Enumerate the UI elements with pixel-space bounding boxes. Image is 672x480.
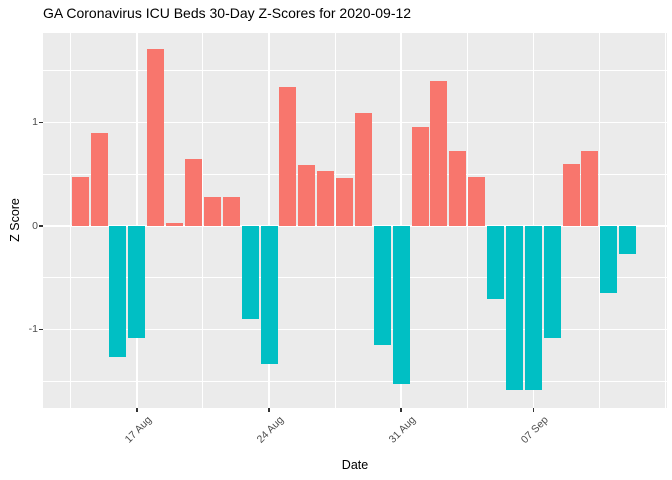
bar-2020-08-27 <box>317 171 335 226</box>
minor-gridline-h <box>43 380 667 382</box>
bar-2020-08-31 <box>392 226 410 385</box>
y-tick-mark <box>39 328 43 331</box>
y-tick-label: -1 <box>28 323 38 335</box>
minor-gridline-v <box>466 33 468 408</box>
bar-2020-08-23 <box>241 226 259 320</box>
minor-gridline-v <box>70 33 72 408</box>
bar-2020-08-20 <box>184 158 202 226</box>
chart-title: GA Coronavirus ICU Beds 30-Day Z-Scores … <box>43 5 412 21</box>
bar-2020-08-17 <box>128 226 146 338</box>
minor-gridline-v <box>334 33 336 408</box>
x-tick-mark <box>400 408 402 412</box>
major-gridline-v <box>532 33 534 408</box>
minor-gridline-v <box>202 33 204 408</box>
plot-panel <box>43 33 667 408</box>
x-tick-label: 24 Aug <box>254 414 287 446</box>
x-tick-mark <box>268 408 270 412</box>
minor-gridline-h <box>43 70 667 72</box>
bar-2020-09-12 <box>619 226 637 254</box>
bar-2020-08-14 <box>71 177 89 226</box>
minor-gridline-v <box>598 33 600 408</box>
bar-2020-08-28 <box>336 178 354 226</box>
bar-2020-09-03 <box>449 151 467 226</box>
bar-2020-08-21 <box>203 197 221 226</box>
bar-2020-09-04 <box>468 177 486 226</box>
major-gridline-v <box>400 33 402 408</box>
x-tick-label: 31 Aug <box>387 414 419 446</box>
bar-2020-09-06 <box>505 226 523 390</box>
major-gridline-h <box>43 328 667 331</box>
bar-2020-09-02 <box>430 81 448 226</box>
x-axis-title: Date <box>341 458 369 472</box>
bar-2020-08-22 <box>222 197 240 226</box>
major-gridline-v <box>136 33 138 408</box>
major-gridline-h <box>43 225 667 227</box>
bar-2020-09-01 <box>411 126 429 226</box>
bar-2020-08-15 <box>90 132 108 226</box>
bar-2020-08-30 <box>373 226 391 346</box>
bar-2020-09-05 <box>487 226 505 300</box>
y-tick-mark <box>39 121 43 124</box>
bar-2020-08-29 <box>354 113 372 226</box>
bar-2020-08-19 <box>166 222 184 226</box>
bar-2020-08-25 <box>279 87 297 226</box>
bar-2020-08-16 <box>109 226 127 358</box>
bar-2020-09-08 <box>543 226 561 338</box>
y-tick-label: 0 <box>32 219 38 232</box>
bar-2020-09-07 <box>524 226 542 390</box>
major-gridline-v <box>268 33 270 408</box>
major-gridline-v <box>664 33 667 408</box>
minor-gridline-h <box>43 277 667 279</box>
bar-2020-08-24 <box>260 226 278 364</box>
bar-2020-08-18 <box>147 49 165 226</box>
x-tick-mark <box>136 408 138 412</box>
y-tick-mark <box>39 225 43 227</box>
x-tick-label: 17 Aug <box>122 414 155 446</box>
x-tick-mark <box>532 408 535 412</box>
y-axis-title: Z Score <box>8 198 22 242</box>
y-tick-label: 1 <box>32 116 38 128</box>
bar-2020-09-09 <box>562 163 580 226</box>
bar-2020-09-10 <box>581 151 599 226</box>
bar-2020-09-11 <box>600 226 618 294</box>
bar-2020-08-26 <box>298 164 316 226</box>
x-tick-label: 07 Sep <box>518 414 551 447</box>
